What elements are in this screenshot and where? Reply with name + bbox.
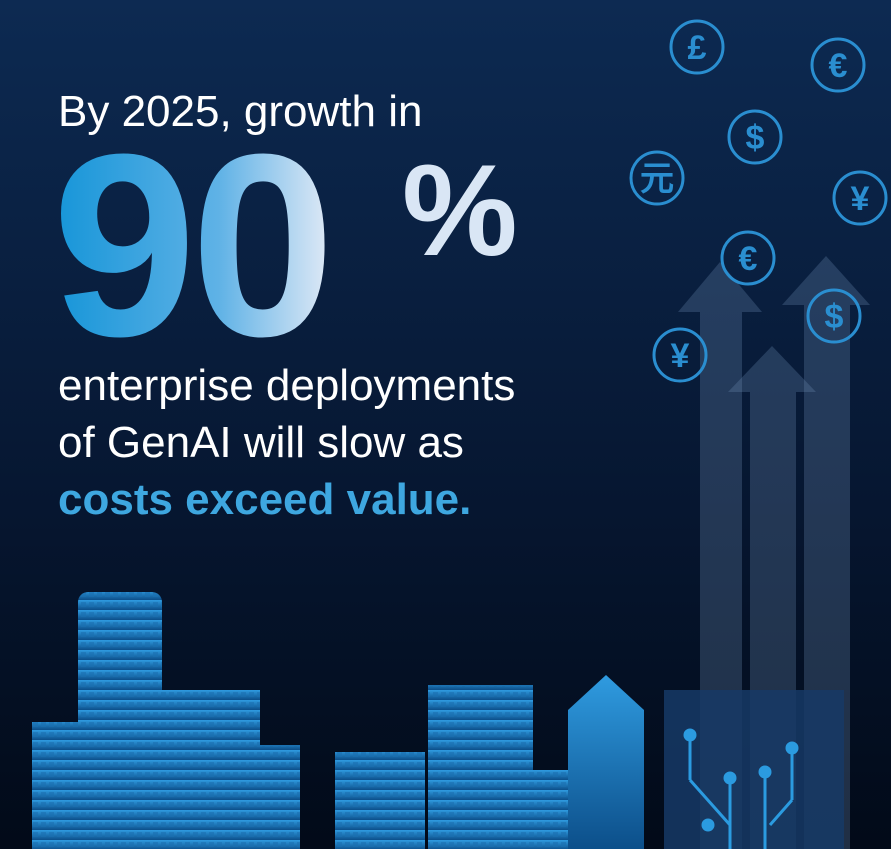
building — [258, 745, 300, 849]
currency-ring — [669, 19, 725, 75]
currency-symbol: 元 — [640, 160, 674, 198]
currency-ring — [727, 109, 783, 165]
emphasis-line: costs exceed value. — [58, 475, 471, 524]
skyline — [32, 592, 844, 849]
building — [335, 752, 425, 849]
building — [664, 690, 844, 849]
currency-ring — [629, 150, 685, 206]
big-figure: 90 — [52, 101, 329, 391]
currency-symbol: £ — [688, 29, 707, 67]
currency-symbol: € — [829, 47, 848, 85]
currency-icons: £ € $ 元 ¥ € $ ¥ — [629, 19, 888, 383]
currency-ring — [810, 37, 866, 93]
building — [150, 690, 260, 849]
body-line: enterprise deployments — [58, 361, 515, 410]
building — [525, 770, 573, 849]
building — [568, 675, 644, 849]
currency-ring — [806, 288, 862, 344]
building — [78, 592, 162, 849]
currency-symbol: € — [739, 240, 758, 278]
currency-symbol: $ — [746, 119, 765, 157]
currency-ring — [832, 170, 888, 226]
currency-ring — [720, 230, 776, 286]
currency-symbol: ¥ — [671, 337, 690, 375]
figure-unit: % — [402, 137, 518, 283]
building — [428, 685, 533, 849]
body-line: of GenAI will slow as — [58, 418, 464, 467]
currency-symbol: $ — [825, 298, 844, 336]
currency-ring — [652, 327, 708, 383]
lead-text: By 2025, growth in — [58, 87, 422, 136]
currency-symbol: ¥ — [851, 180, 870, 218]
circuit — [683, 728, 799, 849]
